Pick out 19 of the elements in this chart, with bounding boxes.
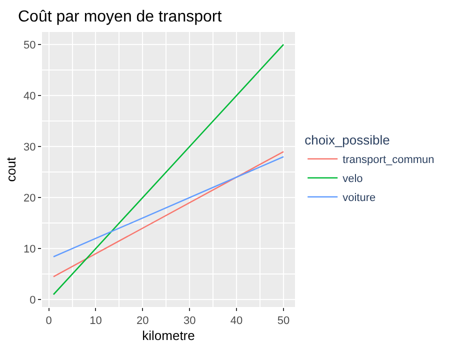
x-tick-label: 0 xyxy=(46,315,52,328)
y-tick-label: 0 xyxy=(30,294,36,306)
legend-label: voiture xyxy=(342,192,376,204)
y-tick-label: 50 xyxy=(24,39,36,52)
x-tick-label: 10 xyxy=(90,315,102,328)
y-tick-label: 30 xyxy=(24,141,36,154)
y-axis-title: cout xyxy=(4,156,18,182)
chart-title: Coût par moyen de transport xyxy=(18,8,222,26)
x-axis-title: kilometre xyxy=(142,328,195,343)
x-tick-label: 50 xyxy=(277,315,290,328)
x-tick-label: 40 xyxy=(230,315,243,328)
x-tick-label: 20 xyxy=(136,315,149,328)
legend-label: transport_commun xyxy=(342,154,434,166)
y-tick-label: 40 xyxy=(24,90,36,102)
x-tick-label: 30 xyxy=(183,315,196,328)
legend-title: choix_possible xyxy=(304,132,390,148)
y-tick-label: 20 xyxy=(24,192,36,204)
legend-label: velo xyxy=(342,173,363,186)
y-tick-label: 10 xyxy=(24,243,36,256)
